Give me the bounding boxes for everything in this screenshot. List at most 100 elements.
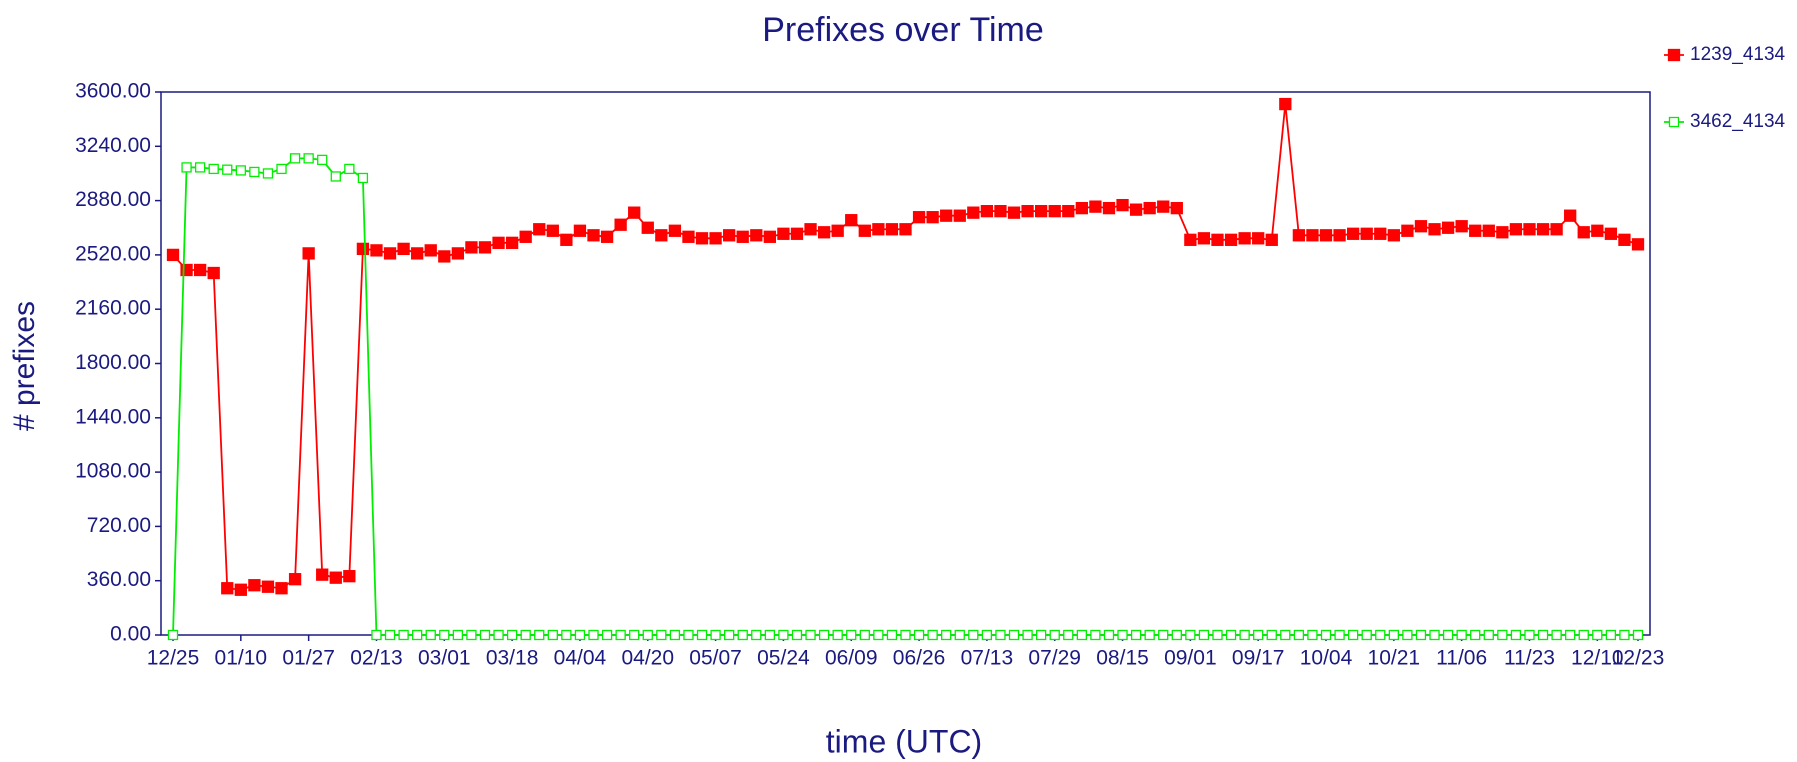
data-point [1334, 629, 1345, 641]
legend-marker [1668, 116, 1680, 128]
data-point [1333, 229, 1346, 242]
data-point [777, 227, 790, 240]
y-tick-label: 2160.00 [75, 297, 151, 320]
data-point [288, 573, 302, 586]
chart-title: Prefixes over Time [762, 11, 1044, 49]
data-point [1360, 227, 1373, 240]
x-tick-label: 01/10 [215, 647, 268, 670]
data-point [1388, 629, 1399, 641]
data-point [505, 236, 519, 249]
data-point [641, 221, 654, 234]
data-point [1414, 220, 1428, 233]
data-point [1592, 629, 1603, 641]
data-point [452, 629, 464, 641]
x-tick-label: 12/23 [1612, 647, 1665, 670]
data-point [424, 244, 437, 257]
x-tick-label: 11/06 [1436, 647, 1487, 670]
data-point [1185, 629, 1196, 641]
data-point [1049, 629, 1060, 641]
data-point [357, 172, 369, 184]
data-point [329, 571, 342, 584]
data-point [1319, 229, 1333, 242]
data-point [1280, 629, 1291, 641]
data-point [412, 629, 423, 641]
data-point [276, 163, 287, 175]
data-point [669, 629, 681, 641]
data-point [818, 629, 830, 641]
data-point [506, 629, 518, 641]
y-axis-label: # prefixes [8, 301, 41, 431]
data-point [981, 629, 993, 641]
data-point [478, 241, 492, 254]
data-point [1170, 201, 1183, 215]
data-point [614, 218, 627, 231]
x-tick-label: 07/13 [961, 647, 1014, 670]
y-tick-label: 2880.00 [75, 188, 151, 211]
x-tick-label: 06/26 [893, 647, 946, 670]
x-tick-label: 04/04 [554, 647, 607, 670]
data-point [1577, 226, 1590, 239]
series-line [172, 103, 1639, 591]
data-point [724, 629, 735, 641]
data-point [1089, 200, 1102, 213]
data-point [167, 629, 179, 641]
data-point [397, 242, 410, 256]
data-point [1252, 232, 1265, 245]
x-tick-label: 03/01 [418, 647, 471, 670]
data-point [1158, 629, 1169, 641]
data-point [1497, 629, 1508, 641]
data-point [560, 233, 573, 246]
data-point [710, 629, 721, 641]
data-point [804, 223, 817, 236]
data-point [1401, 224, 1414, 237]
data-point [899, 223, 912, 236]
data-point [1266, 629, 1277, 641]
data-point [1007, 206, 1021, 219]
data-point [912, 211, 926, 224]
data-point [235, 165, 246, 176]
data-point [1103, 629, 1115, 641]
data-point [547, 629, 558, 641]
plot-frame [160, 91, 1651, 636]
x-axis-label: time (UTC) [826, 723, 982, 759]
data-point [1483, 629, 1494, 641]
data-point [493, 629, 504, 641]
data-point [805, 629, 816, 641]
y-tick-label: 1800.00 [75, 351, 151, 374]
data-point [546, 224, 559, 237]
data-point [193, 263, 207, 277]
data-point [1441, 221, 1455, 234]
data-point [1550, 223, 1563, 236]
data-point [1063, 629, 1074, 641]
data-point [994, 205, 1007, 218]
data-point [656, 629, 667, 641]
data-point [832, 629, 843, 641]
data-point [222, 164, 233, 175]
data-point [466, 629, 477, 641]
data-point [1456, 629, 1467, 641]
data-point [927, 629, 938, 641]
y-tick-label: 3240.00 [75, 134, 151, 157]
data-point [1320, 629, 1332, 641]
data-point [1509, 223, 1523, 236]
x-tick-label: 04/20 [621, 647, 674, 670]
data-point [995, 629, 1006, 641]
x-tick-label: 09/17 [1232, 647, 1285, 670]
data-point [750, 229, 763, 242]
y-tick-label: 2520.00 [75, 242, 151, 265]
data-point [941, 629, 952, 641]
data-point [1143, 201, 1156, 215]
data-point [872, 223, 885, 236]
data-point [180, 263, 193, 277]
data-point [439, 629, 450, 641]
data-point [275, 582, 288, 595]
data-point [873, 629, 884, 641]
data-point [778, 629, 789, 641]
data-point [1116, 198, 1129, 212]
data-point [1469, 224, 1482, 237]
data-point [534, 629, 545, 641]
data-point [1537, 629, 1549, 641]
data-point [1224, 233, 1238, 246]
x-tick-label: 05/24 [757, 647, 810, 670]
data-point [926, 211, 939, 224]
